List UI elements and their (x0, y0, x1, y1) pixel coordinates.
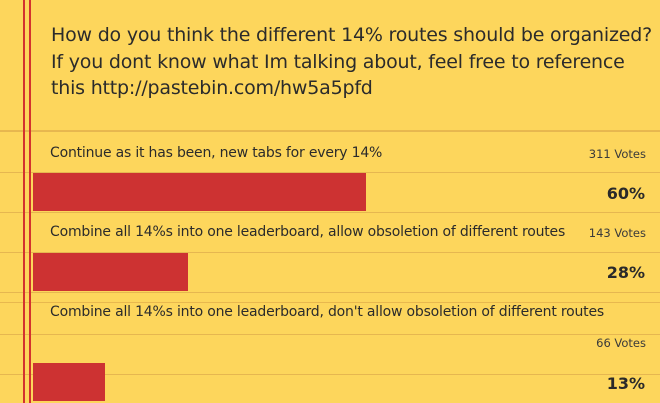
vote-count: 143 Votes (588, 226, 646, 240)
option-label: Combine all 14%s into one leaderboard, a… (50, 224, 566, 240)
ruled-line (0, 374, 660, 375)
poll-question-line: If you dont know what Im talking about, … (51, 50, 625, 73)
poll-question-line[interactable]: this http://pastebin.com/hw5a5pfd (51, 77, 373, 99)
option-label: Combine all 14%s into one leaderboard, d… (50, 304, 604, 320)
ruled-line (0, 252, 660, 253)
vote-count: 311 Votes (588, 147, 646, 161)
result-bar (33, 363, 105, 401)
ruled-line (0, 131, 660, 132)
ruled-line (0, 212, 660, 213)
ruled-line (0, 334, 660, 335)
vote-count: 66 Votes (596, 336, 646, 350)
result-bar (33, 253, 188, 291)
result-bar (33, 173, 366, 211)
percent-label: 28% (606, 263, 645, 282)
ruled-line (0, 292, 660, 293)
ruled-line (0, 172, 660, 173)
percent-label: 13% (606, 374, 645, 393)
margin-line-right (29, 0, 31, 403)
poll-question: How do you think the different 14% route… (51, 22, 652, 102)
margin-line-left (23, 0, 25, 403)
poll-question-line: How do you think the different 14% route… (51, 24, 652, 46)
option-label: Continue as it has been, new tabs for ev… (50, 145, 383, 161)
percent-label: 60% (606, 184, 645, 203)
